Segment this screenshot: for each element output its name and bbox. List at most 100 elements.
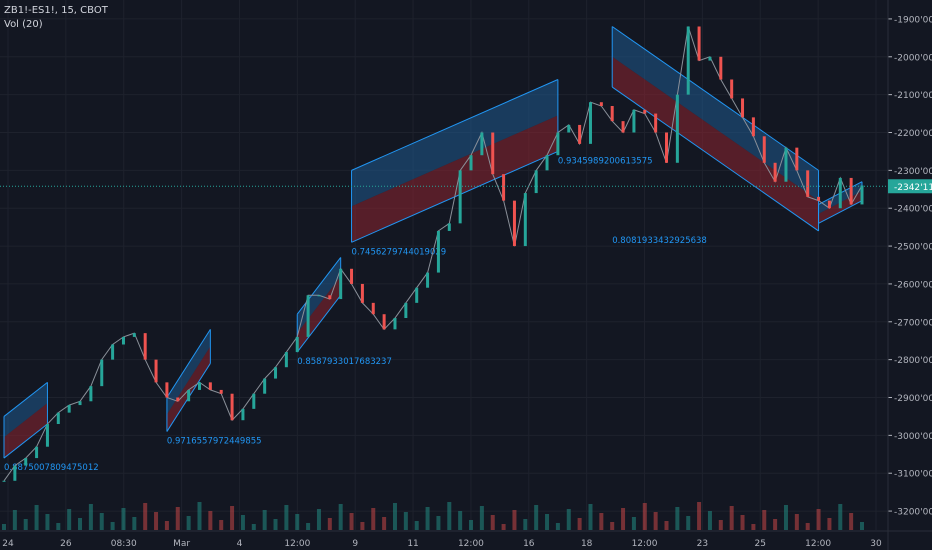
volume-bar	[545, 514, 550, 530]
candle-body	[78, 401, 82, 406]
candle-body	[534, 170, 538, 194]
time-tick-label: Mar	[173, 539, 190, 549]
candle-body	[284, 352, 288, 368]
volume-bar	[816, 509, 821, 530]
candle-body	[154, 359, 158, 383]
channel-r-label: 0.8587933017683237	[297, 357, 392, 367]
channel-upper-line	[296, 257, 342, 315]
channel-upper-band	[612, 26, 819, 201]
candle-body	[849, 177, 853, 205]
candle-body	[512, 200, 516, 247]
volume-bar	[88, 504, 93, 530]
time-tick-label: 12:00	[458, 539, 484, 549]
candle-body	[295, 336, 299, 353]
time-tick-label: 16	[523, 539, 535, 549]
candle-body	[328, 295, 332, 300]
candle-body	[686, 26, 690, 95]
candle-body	[480, 132, 484, 156]
volume-bar	[78, 518, 83, 530]
price-tick-label: -2000'00	[894, 53, 932, 63]
symbol-label[interactable]: ZB1!-ES1!, 15, CBOT	[4, 5, 108, 16]
volume-bar	[99, 513, 104, 530]
time-tick-label: 12:00	[632, 539, 658, 549]
volume-bar	[512, 510, 517, 530]
candle-body	[469, 155, 473, 171]
candle-body	[458, 170, 462, 224]
volume-bar	[2, 524, 6, 530]
time-tick-label: 18	[581, 539, 593, 549]
candle-body	[339, 268, 343, 300]
price-tick-label: -2500'00	[894, 243, 932, 253]
channel-lower-line	[818, 200, 863, 224]
volume-bar	[860, 522, 864, 530]
volume-bar	[653, 512, 658, 530]
volume-bar	[45, 514, 50, 530]
time-tick-label: 24	[2, 539, 14, 549]
candle-body	[447, 223, 451, 231]
volume-bar	[436, 516, 441, 530]
volume-bar	[186, 516, 191, 530]
price-tick-label: -2700'00	[894, 318, 932, 328]
last-price-label: -2342'11	[894, 183, 932, 193]
channel-upper-line	[3, 381, 48, 417]
candle-body	[860, 185, 864, 205]
channel-lower-line	[3, 423, 48, 459]
channel-r-label: 0.9345989200613575	[558, 156, 653, 166]
price-tick-label: -2400'00	[894, 205, 932, 215]
candle-body	[89, 386, 93, 402]
candle-body	[719, 56, 723, 80]
candle-body	[263, 378, 267, 394]
channel-r-label: 0.9716557972449855	[167, 437, 262, 447]
volume-bar	[718, 520, 723, 530]
volume-bar	[729, 506, 734, 530]
candle-body	[654, 113, 658, 133]
candle-body	[176, 397, 180, 402]
candle-body	[132, 333, 136, 337]
candle-body	[371, 302, 375, 315]
volume-bar	[523, 519, 528, 530]
candle-body	[708, 56, 712, 61]
candle-body	[415, 287, 419, 303]
candle-body	[13, 465, 17, 481]
candle-body	[230, 393, 234, 421]
volume-bar	[338, 504, 343, 530]
channel-upper-line	[351, 79, 559, 171]
volume-bar	[12, 510, 17, 530]
volume-bar	[501, 524, 506, 530]
candle-body	[436, 230, 440, 273]
candle-body	[784, 147, 788, 182]
volume-bar	[773, 519, 778, 530]
candle-body	[35, 446, 39, 459]
volume-bar	[566, 509, 571, 530]
candle-body	[197, 382, 201, 390]
candle-body	[24, 458, 28, 466]
candle-body	[773, 162, 777, 182]
time-tick-label: 4	[237, 539, 243, 549]
candle-body	[121, 336, 125, 345]
volume-bar	[240, 515, 245, 530]
candle-body	[806, 170, 810, 197]
volume-bar	[675, 507, 680, 530]
volume-bar	[425, 507, 430, 530]
volume-bar	[827, 518, 832, 530]
volume-bar	[621, 508, 626, 530]
candle-body	[187, 389, 191, 402]
channel-upper-line	[166, 329, 211, 398]
price-tick-label: -1900'00	[894, 15, 932, 25]
volume-bar	[273, 519, 278, 530]
channel-lower-line	[296, 294, 342, 353]
candle-body	[523, 193, 527, 247]
candle-body	[165, 382, 169, 398]
volume-bar	[469, 520, 474, 530]
volume-bar	[208, 511, 213, 530]
volume-bar	[534, 505, 539, 530]
volume-bar	[349, 513, 354, 530]
candle-body	[556, 132, 560, 156]
volume-label[interactable]: Vol (20)	[4, 19, 43, 30]
price-tick-label: -3200'00	[894, 508, 932, 518]
volume-bar	[403, 512, 408, 530]
volume-bar	[610, 522, 615, 530]
volume-bar	[110, 522, 115, 530]
